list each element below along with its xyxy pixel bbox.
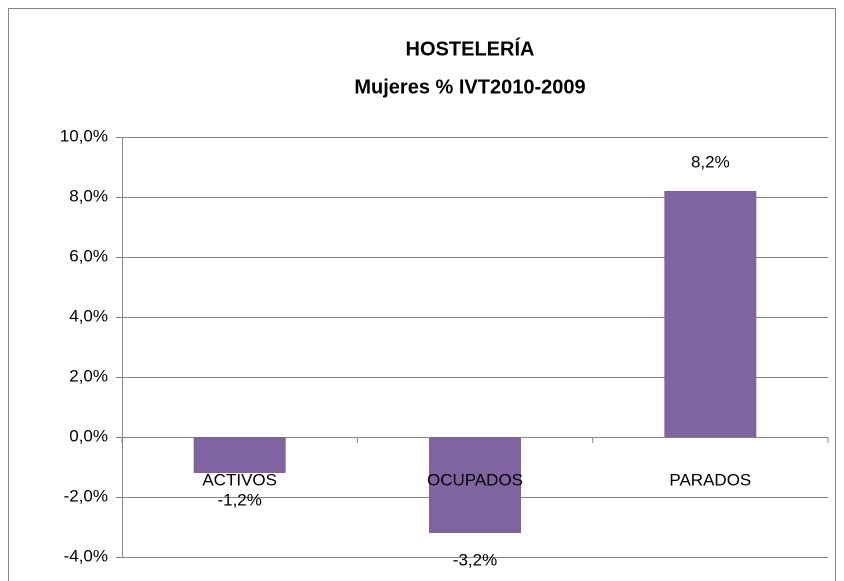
bar [664,191,757,437]
data-label: -1,2% [217,490,261,509]
bar [193,437,286,473]
data-label: -3,2% [453,550,497,569]
y-tick-label: 6,0% [69,246,108,265]
x-tick-label: PARADOS [669,470,751,489]
y-tick-label: 8,0% [69,186,108,205]
y-tick-label: 0,0% [69,426,108,445]
x-tick-label: ACTIVOS [202,470,277,489]
chart-subtitle: Mujeres % IVT2010-2009 [354,76,585,98]
y-tick-label: 4,0% [69,306,108,325]
bar [429,437,521,533]
y-tick-label: 10,0% [60,126,108,145]
y-tick-label: -4,0% [64,546,108,565]
y-tick-label: -2,0% [64,486,108,505]
chart-title: HOSTELERÍA [406,37,535,60]
data-label: 8,2% [691,152,730,171]
x-tick-label: OCUPADOS [427,470,523,489]
y-tick-label: 2,0% [69,366,108,385]
